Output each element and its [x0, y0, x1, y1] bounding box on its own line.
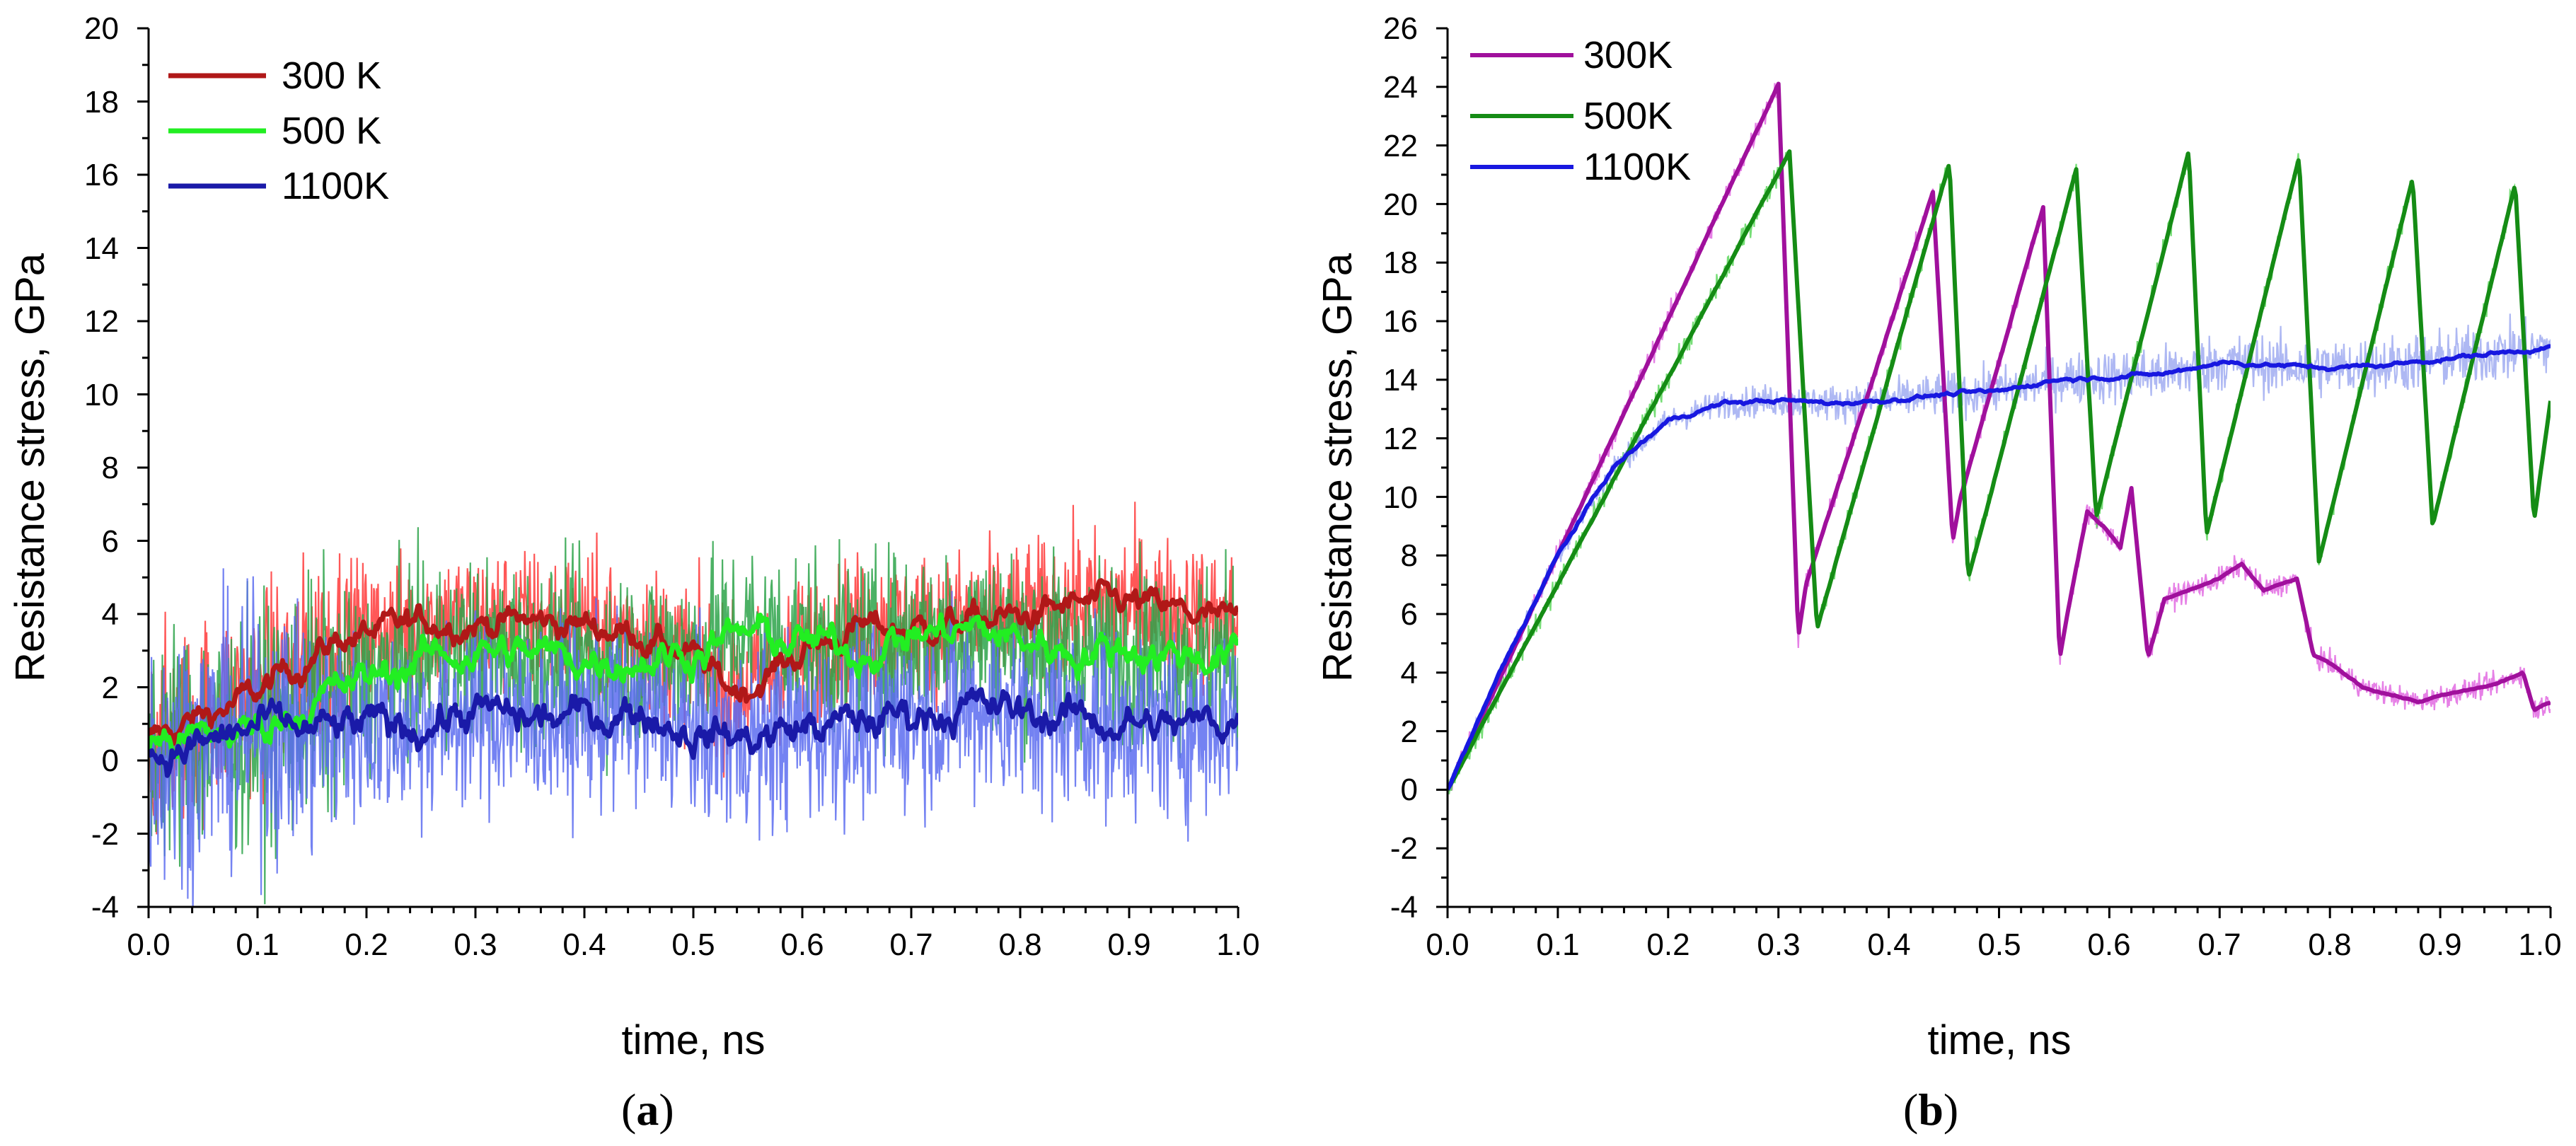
panel-a-xtick-label: 0.9: [1107, 927, 1150, 962]
panel-b-ytick-label: 20: [1383, 187, 1418, 222]
panel-a-ytick-label: -2: [91, 817, 119, 852]
panel-b-xtick-label: 0.7: [2197, 927, 2241, 962]
panel-a-noise-1100k: [149, 568, 1238, 907]
panel-b-x-ticks: [1446, 907, 2552, 918]
panel-b: -4 -2 0 2 4 6 8 10 12 14 16 18 20 22 24 …: [1315, 11, 2562, 1135]
panel-b-line-1100k: [1448, 344, 2551, 791]
panel-a-legend: 300 K 500 K 1100K: [168, 54, 389, 207]
panel-b-xtick-label: 0.0: [1426, 927, 1469, 962]
panel-a-xtick-label: 0.4: [562, 927, 606, 962]
panel-b-y-axis-title: Resistance stress, GPa: [1315, 253, 1361, 682]
panel-b-ytick-label: -4: [1390, 890, 1418, 925]
panel-b-label: (b): [1903, 1084, 1958, 1135]
panel-a-ytick-label: 18: [84, 85, 119, 120]
panel-b-line-300k: [1448, 81, 2551, 791]
panel-b-legend-label-300k: 300K: [1583, 34, 1673, 76]
panel-b-ytick-label: 0: [1401, 772, 1418, 807]
panel-a-line-500k: [149, 612, 1238, 759]
panel-a-xtick-label: 0.0: [127, 927, 170, 962]
panel-a-y-axis-title: Resistance stress, GPa: [7, 253, 53, 682]
panel-b-x-axis-title: time, ns: [1927, 1017, 2071, 1063]
panel-b-ytick-label: 18: [1383, 245, 1418, 280]
panel-b-legend: 300K 500K 1100K: [1470, 34, 1691, 188]
panel-a-y-ticks: [137, 27, 149, 908]
panel-a-line-1100k: [149, 687, 1238, 778]
panel-a-ytick-label: 16: [84, 158, 119, 192]
panel-a-xtick-label: 1.0: [1216, 927, 1259, 962]
panel-a-ytick-label: 0: [102, 743, 119, 778]
panel-b-xtick-label: 0.3: [1757, 927, 1800, 962]
panel-b-xtick-label: 0.8: [2308, 927, 2351, 962]
panel-b-ytick-label: 14: [1383, 363, 1418, 398]
panel-b-xtick-label: 0.1: [1536, 927, 1579, 962]
panel-a-xtick-label: 0.8: [998, 927, 1041, 962]
panel-a-line-300k: [149, 578, 1238, 746]
panel-a-legend-label-300k: 300 K: [282, 54, 381, 97]
panel-a-noise-500k: [149, 527, 1238, 905]
panel-a-label-close: ): [659, 1084, 674, 1135]
panel-b-ytick-label: 4: [1401, 656, 1418, 690]
panel-b-xtick-label: 0.4: [1867, 927, 1910, 962]
panel-a-xtick-label: 0.7: [889, 927, 932, 962]
panel-a-ytick-label: 2: [102, 671, 119, 705]
panel-b-xtick-label: 0.5: [1977, 927, 2021, 962]
panel-b-ytick-label: -2: [1390, 831, 1418, 866]
panel-a-label: (a): [621, 1084, 674, 1135]
panel-b-xtick-label: 0.9: [2418, 927, 2461, 962]
panel-a: -4 -2 0 2 4 6 8 10 12 14 16 18 20 0.0 0.…: [7, 11, 1260, 1135]
panel-b-ytick-label: 12: [1383, 422, 1418, 456]
panel-b-y-ticks: [1436, 27, 1448, 908]
panel-a-ytick-label: 6: [102, 524, 119, 559]
panel-b-ytick-label: 8: [1401, 538, 1418, 573]
panel-a-xtick-label: 0.5: [671, 927, 715, 962]
panel-b-ytick-label: 6: [1401, 597, 1418, 632]
panel-a-legend-label-1100k: 1100K: [282, 165, 389, 207]
panel-a-xtick-label: 0.1: [236, 927, 279, 962]
panel-a-xtick-label: 0.6: [780, 927, 824, 962]
panel-a-ytick-label: 20: [84, 11, 119, 46]
panel-b-ytick-label: 22: [1383, 129, 1418, 163]
panel-a-xtick-label: 0.3: [454, 927, 497, 962]
panel-a-ytick-label: 8: [102, 451, 119, 485]
panel-a-ytick-label: -4: [91, 890, 119, 925]
panel-a-legend-label-500k: 500 K: [282, 110, 381, 152]
panel-a-ytick-label: 12: [84, 304, 119, 339]
panel-a-ytick-label: 10: [84, 378, 119, 412]
panel-b-xtick-label: 0.2: [1646, 927, 1690, 962]
panel-a-ytick-label: 14: [84, 231, 119, 266]
panel-b-legend-label-500k: 500K: [1583, 95, 1673, 137]
panel-b-xtick-label: 1.0: [2518, 927, 2561, 962]
panel-b-label-open: (: [1903, 1084, 1918, 1135]
panel-a-ytick-label: 4: [102, 597, 119, 632]
panel-a-label-letter: a: [636, 1084, 659, 1135]
panel-a-label-open: (: [621, 1084, 636, 1135]
panel-b-ytick-label: 26: [1383, 11, 1418, 46]
panel-b-ytick-label: 2: [1401, 714, 1418, 749]
panel-a-xtick-label: 0.2: [345, 927, 388, 962]
panel-a-x-ticks: [147, 907, 1240, 918]
panel-b-ytick-label: 24: [1383, 70, 1418, 105]
panel-b-legend-label-1100k: 1100K: [1583, 146, 1691, 188]
panel-b-label-letter: b: [1918, 1084, 1943, 1135]
panel-b-ytick-label: 10: [1383, 480, 1418, 515]
panel-b-xtick-label: 0.6: [2087, 927, 2130, 962]
panel-b-label-close: ): [1943, 1084, 1958, 1135]
panel-b-ytick-label: 16: [1383, 304, 1418, 339]
panel-a-x-axis-title: time, ns: [621, 1017, 765, 1063]
